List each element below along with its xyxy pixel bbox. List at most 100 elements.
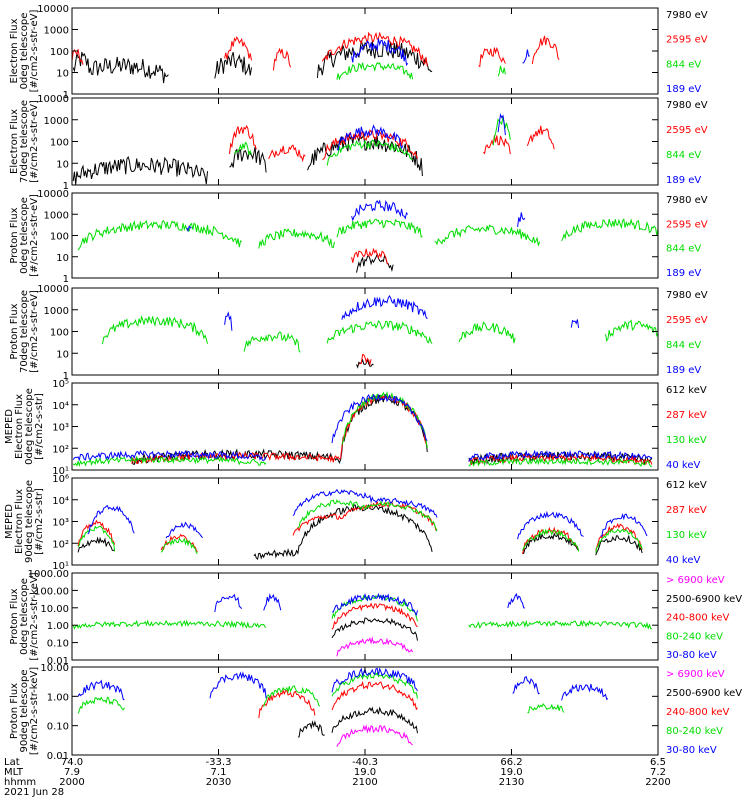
x-tick-lat-label: 74.0: [61, 757, 83, 768]
panel-8-ytick-label: 1.00: [47, 692, 69, 703]
x-axis-row-label: Lat: [4, 757, 20, 768]
panel-6-series-green-segment: [297, 499, 438, 532]
panel-5-ylabel-line: Electron Flux: [14, 394, 25, 459]
legend-entry-4-1: 7980 eV: [666, 290, 708, 301]
panel-1-ytick-label: 10: [56, 69, 69, 80]
panel-3-ylabel-line: 0deg telescope: [19, 197, 30, 274]
panel-8-ytick-label: 0.10: [47, 722, 69, 733]
panel-4-series-green-segment: [243, 331, 301, 353]
panel-2-series-red-segment: [268, 144, 306, 163]
x-tick-mlt-label: 7.9: [64, 767, 80, 778]
panel-8-series-blue-segment: [561, 683, 609, 701]
panel-7-series-blue-segment: [263, 593, 282, 611]
panel-3-ytick-label: 1000: [44, 210, 69, 221]
x-tick-lat-label: -40.3: [352, 757, 378, 768]
panel-7-legend: > 6900 keV 2500-6900 keV 240-800 keV 80-240…: [666, 575, 742, 661]
panel-6-series-blue-segment: [165, 521, 203, 539]
legend-entry-5-2: 287 keV: [666, 410, 707, 421]
legend-entry-8-5: 30-80 keV: [666, 745, 717, 756]
panel-6-legend: 612 keV 287 keV 130 keV 40 keV: [666, 480, 707, 566]
panel-2-series-black-segment: [72, 155, 208, 185]
panel-7-series-blue-segment: [507, 592, 526, 609]
panel-7-ytick-label: 1000.00: [28, 569, 69, 580]
panel-1-series-red-segment: [224, 36, 252, 61]
panel-3-ylabel-line: [#/cm2-s-str-eV]: [29, 194, 40, 277]
panel-2-ylabel-line: [#/cm2-s-str-eV]: [29, 100, 40, 183]
panel-3-series-green-segment: [258, 228, 335, 249]
x-tick-mlt-label: 19.0: [500, 767, 522, 778]
panel-7-traces: [72, 592, 652, 657]
panel-2-series-red-segment: [526, 125, 555, 150]
panel-7-ytick-label: 0.10: [47, 639, 69, 650]
panel-5: 10⁵ 10⁴ 10³ 10² 10¹ MEPED Electron Flux 0deg te…: [4, 379, 707, 477]
panel-3-series-green-segment: [561, 218, 658, 242]
legend-entry-8-4: 80-240 keV: [666, 726, 723, 737]
panel-6-ylabel-line: [#/cm2-s-str]: [34, 488, 45, 555]
legend-entry-7-3: 240-800 keV: [666, 613, 730, 624]
panel-1-frame: [71, 7, 659, 95]
panel-6-series-blue-segment: [517, 510, 584, 540]
panel-8-series-red-segment: [258, 689, 316, 719]
x-tick-hhmm-label: 2100: [352, 777, 377, 788]
panel-3-series-blue-segment: [186, 225, 192, 233]
panel-1-series-red-segment: [321, 31, 428, 67]
panel-2-ytick-label: 1: [63, 181, 69, 192]
panel-6-series-black-segment: [522, 531, 579, 554]
panel-5-ytick-label: 10⁵: [52, 379, 69, 390]
panel-4-ylabel-line: 70deg telescope: [19, 290, 30, 373]
panel-7-series-green-segment: [331, 594, 418, 622]
panel-6-ylabel-line: Electron Flux: [14, 489, 25, 554]
panel-1-series-black-segment: [214, 52, 252, 79]
panel-7: 1000.00 100.00 10.00 1.00 0.10 0.01 Proton Flu…: [9, 569, 742, 667]
panel-7-series-blue-segment: [331, 592, 418, 617]
panel-7-series-blue-segment: [214, 593, 243, 613]
x-tick-lat-label: 66.2: [500, 757, 522, 768]
legend-entry-1-1: 7980 eV: [666, 10, 708, 21]
panel-8-ytick-label: 10.00: [40, 663, 69, 674]
legend-entry-7-1: > 6900 keV: [666, 575, 725, 586]
panel-2: 10000 1000 100 10 1 Electron Flux 70deg telesc…: [9, 94, 708, 192]
panel-3-series-green-segment: [336, 218, 423, 238]
legend-entry-4-3: 844 eV: [666, 340, 701, 351]
legend-entry-6-4: 40 keV: [666, 555, 700, 566]
panel-4-series-blue-segment: [224, 311, 233, 331]
panel-8-series-black-segment: [331, 706, 418, 734]
legend-entry-3-2: 2595 eV: [666, 219, 708, 230]
panel-8-series-blue-segment: [512, 675, 540, 695]
panel-1-series-green-segment: [336, 61, 414, 81]
panel-8-ylabel-line: Proton Flux: [9, 683, 20, 739]
panel-4-series-green-segment: [326, 320, 433, 344]
panel-7-series-green-segment: [468, 619, 652, 630]
panel-7-series-green-segment: [72, 619, 267, 630]
legend-entry-3-1: 7980 eV: [666, 195, 708, 206]
panel-1-ylabel-line: [#/cm2-s-str-eV]: [29, 10, 40, 93]
legend-entry-7-5: 30-80 keV: [666, 650, 717, 661]
x-axis-row-label: MLT: [4, 767, 24, 778]
legend-entry-7-2: 2500-6900 keV: [666, 594, 742, 605]
panel-6-series-red-segment: [292, 500, 438, 536]
panel-5-series-blue-segment: [72, 449, 267, 462]
panel-6-series-blue-segment: [292, 488, 438, 518]
panel-1-series-red-segment: [478, 47, 506, 68]
panel-2-ylabel-line: Electron Flux: [9, 109, 20, 174]
panel-5-series-red-segment: [468, 453, 653, 466]
panel-1-ytick-label: 10000: [37, 4, 69, 15]
panel-5-ytick-label: 10²: [52, 444, 69, 455]
panel-2-legend: 7980 eV 2595 eV 844 eV 189 eV: [666, 100, 708, 186]
panel-3-ytick-label: 1: [63, 274, 69, 285]
panel-3-ytick-label: 10: [56, 253, 69, 264]
legend-entry-8-3: 240-800 keV: [666, 707, 730, 718]
panel-6-series-black-segment: [77, 536, 115, 553]
panel-6-ytick-label: 10³: [52, 518, 69, 529]
panel-1-series-blue-segment: [351, 38, 409, 67]
panel-2-series-red-segment: [229, 124, 257, 154]
panel-6-series-black-segment: [253, 503, 433, 561]
panel-6-series-blue-segment: [87, 505, 135, 535]
panel-2-ytick-label: 1000: [44, 116, 69, 127]
panel-8-series-blue-segment: [77, 679, 125, 701]
legend-entry-5-4: 40 keV: [666, 460, 700, 471]
panel-5-series-blue-segment: [331, 393, 428, 444]
panel-7-ylabel-line: Proton Flux: [9, 588, 20, 644]
panel-1-ytick-label: 1: [63, 90, 69, 101]
